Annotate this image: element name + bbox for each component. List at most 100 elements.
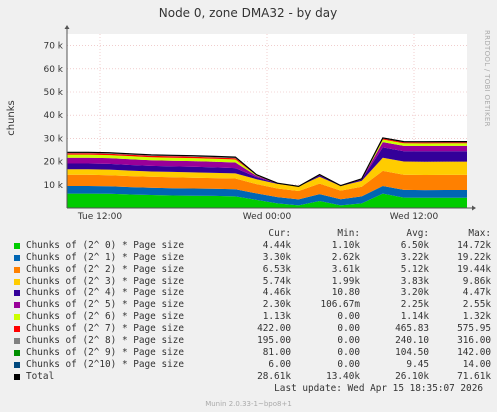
legend-max: 71.61k	[457, 370, 491, 382]
legend-name: Chunks of (2^ 6) * Page size	[26, 311, 185, 323]
legend-cur: 6.00	[268, 358, 291, 370]
x-axis-arrow	[472, 205, 476, 211]
total-line	[67, 137, 467, 188]
legend-max: 9.86k	[462, 275, 491, 287]
legend-cur: 1.13k	[262, 311, 291, 323]
legend-avg: 465.83	[395, 323, 429, 335]
legend-max: 14.00	[462, 358, 491, 370]
legend-cur: 28.61k	[257, 370, 291, 382]
legend-min: 0.00	[337, 346, 360, 358]
header-min: Min:	[337, 228, 360, 239]
legend-name: Chunks of (2^ 0) * Page size	[26, 239, 185, 251]
legend-min: 0.00	[337, 335, 360, 347]
legend-max: 4.47k	[462, 287, 491, 299]
legend-min: 0.00	[337, 311, 360, 323]
legend-min: 1.99k	[331, 275, 360, 287]
legend-swatch	[14, 278, 20, 285]
legend-item-5: Chunks of (2^ 5) * Page size 2.30k 106.67m…	[12, 299, 491, 311]
legend-rows: Chunks of (2^ 0) * Page size 4.44k 1.10k 6.…	[12, 239, 491, 383]
y-tick-label: 40 k	[43, 111, 63, 121]
legend-max: 1.32k	[462, 311, 491, 323]
legend-name: Chunks of (2^ 4) * Page size	[26, 287, 185, 299]
munin-footer: Munin 2.0.33-1~bpo8+1	[205, 400, 292, 408]
legend-avg: 3.20k	[400, 287, 429, 299]
total-line-group	[67, 137, 467, 188]
legend-item-9: Chunks of (2^ 9) * Page size 81.00 0.00 104…	[12, 346, 491, 359]
legend-item-8: Chunks of (2^ 8) * Page size 195.00 0.00 24…	[12, 335, 491, 347]
legend-min: 0.00	[337, 323, 360, 335]
y-axis-label: chunks	[6, 100, 17, 136]
legend-avg: 240.10	[395, 335, 429, 347]
legend-min: 2.62k	[331, 251, 360, 263]
header-max: Max:	[468, 228, 491, 239]
area-series-1	[67, 186, 467, 206]
legend-avg: 3.83k	[400, 275, 429, 287]
legend-cur: 4.46k	[262, 287, 291, 299]
y-tick-label: 50 k	[43, 88, 63, 98]
legend-avg: 2.25k	[400, 299, 429, 311]
legend-swatch	[14, 349, 20, 356]
legend-item-10: Chunks of (2^10) * Page size 6.00 0.00 9.45…	[12, 358, 491, 371]
x-tick-label: Wed 00:00	[243, 212, 292, 222]
y-tick-label: 70 k	[43, 42, 63, 52]
y-tick-label: 20 k	[43, 158, 63, 168]
legend-cur: 422.00	[257, 323, 291, 335]
legend-swatch	[14, 290, 20, 297]
legend-name: Total	[26, 370, 55, 382]
legend-avg: 26.10k	[395, 370, 429, 382]
y-axis-arrow	[64, 25, 70, 29]
legend-min: 3.61k	[331, 263, 360, 275]
legend-min: 106.67m	[320, 299, 360, 311]
legend-cur: 81.00	[262, 346, 291, 358]
header-cur: Cur:	[268, 228, 291, 239]
last-update: Last update: Wed Apr 15 18:35:07 2026	[274, 383, 483, 394]
legend-cur: 3.30k	[262, 251, 291, 263]
legend-item-6: Chunks of (2^ 6) * Page size 1.13k 0.00 1.1…	[12, 311, 491, 323]
legend-max: 19.44k	[457, 263, 491, 275]
y-tick-label: 30 k	[43, 134, 63, 144]
legend-avg: 3.22k	[400, 251, 429, 263]
legend-header: Cur: Min: Avg: Max:	[12, 228, 491, 240]
y-tick-label: 10 k	[43, 181, 63, 191]
area-series-7	[67, 138, 467, 187]
legend-name: Chunks of (2^ 8) * Page size	[26, 335, 185, 347]
legend-swatch	[14, 326, 20, 333]
area-series-3	[67, 157, 467, 191]
legend-max: 142.00	[457, 346, 491, 358]
legend-avg: 104.50	[395, 346, 429, 358]
area-series-0	[67, 193, 467, 208]
area-series-2	[67, 170, 467, 200]
x-tick-label: Wed 12:00	[390, 212, 439, 222]
legend-max: 14.72k	[457, 239, 491, 251]
area-series-4	[67, 147, 467, 187]
legend-item-4: Chunks of (2^ 4) * Page size 4.46k 10.80 3.…	[12, 287, 491, 299]
legend-cur: 4.44k	[262, 239, 291, 251]
legend-swatch	[14, 242, 20, 249]
chart: Node 0, zone DMA32 - by day chunks RRDTO…	[6, 6, 491, 222]
legend-max: 575.95	[457, 323, 491, 335]
legend-avg: 5.12k	[400, 263, 429, 275]
area-series-6	[67, 139, 467, 187]
legend-min: 1.10k	[331, 239, 360, 251]
axes	[64, 25, 476, 211]
header-avg: Avg:	[406, 228, 429, 239]
legend-item-7: Chunks of (2^ 7) * Page size 422.00 0.00 46…	[12, 323, 491, 335]
x-tick-labels: Tue 12:00 Wed 00:00 Wed 12:00	[77, 212, 439, 222]
legend-cur: 195.00	[257, 335, 291, 347]
legend-name: Chunks of (2^ 2) * Page size	[26, 263, 185, 275]
area-series-5	[67, 142, 467, 187]
legend-name: Chunks of (2^10) * Page size	[26, 358, 185, 370]
legend-swatch	[14, 314, 20, 321]
legend-avg: 9.45	[406, 358, 429, 370]
legend-name: Chunks of (2^ 1) * Page size	[26, 251, 185, 263]
legend-swatch	[14, 337, 20, 344]
legend-max: 2.55k	[462, 299, 491, 311]
legend-item-3: Chunks of (2^ 3) * Page size 5.74k 1.99k 3.…	[12, 275, 491, 288]
legend-name: Chunks of (2^ 9) * Page size	[26, 346, 185, 358]
legend-min: 10.80	[331, 287, 360, 299]
legend-item-total: Total 28.61k 13.40k 26.10k 71.61k	[12, 370, 491, 383]
legend-avg: 1.14k	[400, 311, 429, 323]
y-tick-label: 60 k	[43, 65, 63, 75]
stacked-areas	[67, 137, 467, 208]
legend-min: 0.00	[337, 358, 360, 370]
